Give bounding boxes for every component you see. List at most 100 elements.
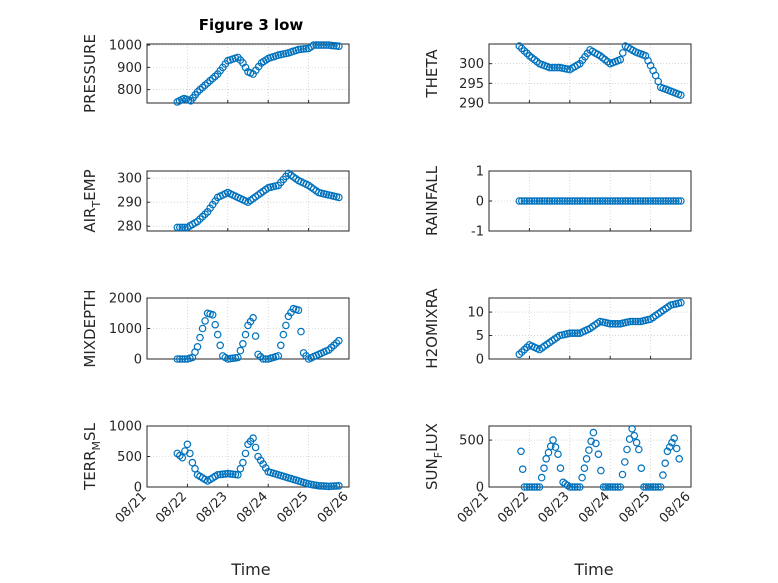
air-temp-y-tick-label: 300	[117, 172, 142, 187]
h2omixra-data-point	[626, 317, 635, 326]
theta-y-tick-label: 290	[459, 97, 484, 112]
sun-flux-data-point	[525, 483, 534, 491]
rainfall-data-point	[560, 197, 569, 205]
terr-msl-data-point	[330, 482, 338, 490]
sun-flux-data-point	[592, 439, 600, 448]
mixdepth-data-point	[297, 327, 305, 336]
mixdepth-data-point	[279, 330, 288, 339]
sun-flux-axes-box	[488, 425, 692, 488]
pressure-axes-box	[146, 43, 350, 104]
sun-flux-data-point	[611, 483, 620, 491]
pressure-data-point	[324, 41, 333, 49]
pressure-y-tick-label: 800	[117, 83, 142, 98]
rainfall-data-point	[550, 197, 559, 205]
theta-data-point	[618, 49, 627, 57]
mixdepth-data-point	[332, 339, 341, 347]
sun-flux-data-point	[533, 483, 541, 491]
sun-flux-x-tick-label: 08/21	[455, 489, 492, 526]
rainfall-data-point	[525, 197, 534, 205]
terr-msl-data-point	[219, 470, 227, 479]
terr-msl-y-tick-label: 1000	[109, 420, 142, 435]
sun-flux-x-tick-label: 08/22	[495, 489, 532, 526]
sun-flux-data-point	[582, 454, 591, 463]
sun-flux-data-point	[604, 483, 612, 491]
sun-flux-data-point	[675, 454, 684, 463]
h2omixra-data-point	[634, 317, 642, 326]
mixdepth-data-point	[239, 339, 247, 348]
mixdepth-data-point	[282, 321, 290, 330]
terr-msl-x-tick-label: 08/25	[274, 489, 311, 526]
sun-flux-x-tick-label: 08/23	[536, 489, 573, 526]
h2omixra-data-point	[515, 350, 524, 359]
rainfall-data-point	[558, 197, 567, 205]
rainfall-data-point	[591, 197, 599, 205]
rainfall-data-point	[586, 197, 594, 205]
rainfall-data-point	[651, 197, 660, 205]
rainfall-data-point	[581, 197, 589, 205]
sun-flux-data-point	[620, 458, 629, 466]
sun-flux-data-point	[520, 483, 529, 491]
mixdepth-data-point	[241, 330, 250, 339]
rainfall-data-point	[674, 197, 683, 205]
theta-data-point	[616, 55, 625, 64]
mixdepth-y-tick-label: 0	[134, 353, 142, 368]
mixdepth-data-point	[274, 352, 283, 360]
rainfall-data-point	[613, 197, 622, 205]
h2omixra-data-point	[571, 329, 579, 338]
mixdepth-data-point	[173, 355, 182, 363]
theta-data-point	[548, 63, 556, 72]
mixdepth-data-point	[244, 321, 252, 330]
rainfall-data-point	[606, 197, 615, 205]
pressure-series	[173, 41, 343, 106]
sun-flux-data-point	[634, 445, 643, 454]
terr-msl-data-point	[221, 470, 230, 478]
rainfall-data-point	[634, 197, 642, 205]
rainfall-data-point	[664, 197, 673, 205]
mixdepth-data-point	[294, 306, 303, 315]
sun-flux-data-point	[646, 483, 655, 491]
pressure-data-point	[319, 41, 328, 49]
h2omixra-data-point	[608, 319, 617, 328]
rainfall-data-point	[631, 197, 640, 205]
pressure-data-point	[309, 41, 318, 49]
rainfall-data-point	[677, 197, 685, 205]
sun-flux-x-tick-label: 08/26	[657, 489, 694, 526]
rainfall-data-point	[649, 197, 657, 205]
rainfall-data-point	[545, 197, 554, 205]
theta-y-axis-label: THETA	[423, 49, 441, 99]
mixdepth-data-point	[249, 313, 257, 322]
h2omixra-data-point	[606, 319, 615, 328]
rainfall-data-point	[565, 197, 574, 205]
h2omixra-data-point	[631, 317, 640, 326]
terr-msl-data-point	[191, 464, 199, 473]
mixdepth-data-point	[196, 333, 204, 342]
rainfall-data-point	[533, 197, 541, 205]
theta-data-point	[677, 91, 685, 99]
sun-flux-data-point	[537, 473, 546, 482]
rainfall-data-point	[530, 197, 539, 205]
terr-msl-data-point	[261, 464, 270, 472]
air-temp-data-point	[173, 223, 182, 232]
pressure-data-point	[314, 41, 323, 49]
rainfall-data-point	[618, 197, 627, 205]
sun-flux-data-point	[528, 483, 536, 491]
sun-flux-data-point	[568, 483, 577, 491]
theta-y-tick-label: 300	[459, 57, 484, 72]
pressure-data-point	[203, 79, 212, 87]
sun-flux-data-point	[544, 448, 553, 457]
h2omixra-series	[515, 298, 685, 359]
air-temp-data-point	[176, 223, 184, 232]
pressure-data-point	[299, 45, 308, 53]
pressure-data-point	[317, 41, 326, 49]
sun-flux-data-point	[551, 443, 560, 451]
sun-flux-data-point	[540, 464, 548, 473]
terr-msl-x-tick-label: 08/21	[113, 489, 150, 526]
sun-flux-data-point	[623, 445, 631, 454]
sun-flux-data-point	[523, 483, 531, 491]
rainfall-data-point	[543, 197, 551, 205]
mixdepth-data-point	[178, 355, 187, 363]
terr-msl-data-point	[309, 481, 318, 489]
air-temp-series	[173, 169, 343, 232]
mixdepth-data-point	[216, 341, 225, 350]
sun-flux-data-point	[563, 481, 572, 490]
